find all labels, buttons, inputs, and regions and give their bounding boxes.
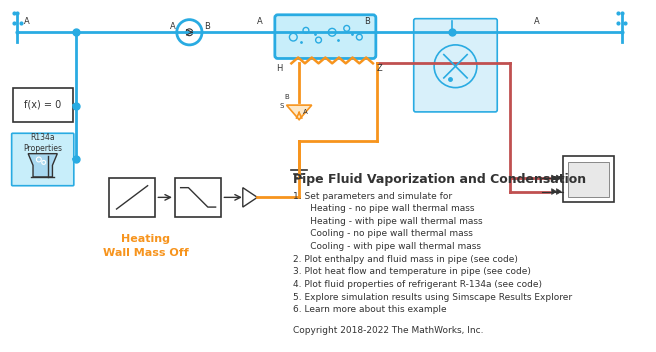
FancyBboxPatch shape [275,15,376,58]
Text: Heating
Wall Mass Off: Heating Wall Mass Off [103,233,188,258]
Text: B: B [285,94,289,100]
Text: A: A [303,109,308,115]
Polygon shape [552,175,556,181]
Text: 6. Learn more about this example: 6. Learn more about this example [293,305,447,314]
Text: Cooling - with pipe wall thermal mass: Cooling - with pipe wall thermal mass [293,242,482,251]
Polygon shape [287,105,312,120]
Polygon shape [556,175,562,181]
Bar [564,156,614,202]
Text: f(x) = 0: f(x) = 0 [24,100,62,109]
Circle shape [186,29,193,36]
Text: A: A [257,18,263,26]
Text: Heating - no pipe wall thermal mass: Heating - no pipe wall thermal mass [293,204,475,213]
Text: H: H [276,64,282,73]
Text: 1. Set parameters and simulate for: 1. Set parameters and simulate for [293,191,453,201]
Bar [109,178,155,217]
Bar [568,162,609,197]
Text: 3. Plot heat flow and temperature in pipe (see code): 3. Plot heat flow and temperature in pip… [293,267,531,276]
Text: 4. Plot fluid properties of refrigerant R-134a (see code): 4. Plot fluid properties of refrigerant … [293,280,543,289]
Text: B: B [204,22,210,31]
Text: S: S [279,103,284,109]
Text: R134a
Properties: R134a Properties [23,133,62,153]
Polygon shape [243,188,257,207]
FancyBboxPatch shape [12,133,74,186]
Polygon shape [28,154,57,177]
Bar [174,178,222,217]
Text: Copyright 2018-2022 The MathWorks, Inc.: Copyright 2018-2022 The MathWorks, Inc. [293,326,483,334]
FancyBboxPatch shape [414,19,497,112]
Text: Z: Z [377,64,382,73]
Text: A: A [170,22,176,31]
Text: Cooling - no pipe wall thermal mass: Cooling - no pipe wall thermal mass [293,230,473,238]
Bar [12,88,73,121]
Polygon shape [552,189,556,194]
Text: 5. Explore simulation results using Simscape Results Explorer: 5. Explore simulation results using Sims… [293,293,573,302]
Text: A: A [534,18,540,26]
Text: B: B [364,18,370,26]
Text: Heating - with pipe wall thermal mass: Heating - with pipe wall thermal mass [293,217,483,226]
Text: 2. Plot enthalpy and fluid mass in pipe (see code): 2. Plot enthalpy and fluid mass in pipe … [293,254,518,264]
Text: Pipe Fluid Vaporization and Condensation: Pipe Fluid Vaporization and Condensation [293,173,586,186]
Polygon shape [556,189,562,194]
Text: A: A [24,18,30,26]
